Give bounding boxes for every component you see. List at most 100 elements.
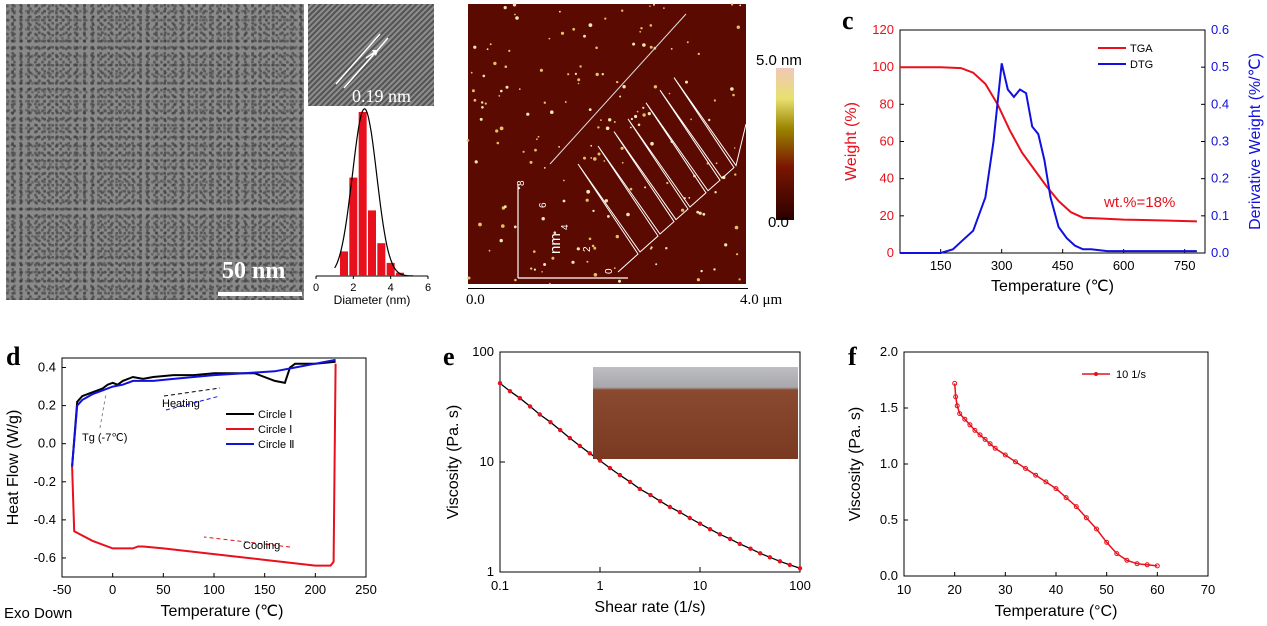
chart-d-series	[71, 363, 337, 567]
afm-particle	[688, 197, 691, 199]
afm-particle	[572, 27, 576, 31]
panel-label-f: f	[848, 342, 857, 371]
chart-f-point	[1073, 504, 1079, 510]
afm-particle	[714, 191, 717, 194]
histogram-xlabel: Diameter (nm)	[334, 293, 411, 307]
afm-particle	[739, 4, 742, 7]
chart-f-frame	[903, 351, 1209, 577]
chart-e-point	[617, 472, 623, 478]
afm-particle	[700, 269, 703, 273]
scale-bar	[218, 292, 302, 296]
afm-particle	[553, 231, 557, 234]
afm-xaxis	[468, 288, 748, 289]
afm-particle	[690, 118, 692, 121]
chart-c-xtick-label: 450	[1052, 258, 1074, 273]
afm-particle	[577, 82, 580, 85]
chart-c-annotation: wt.%=18%	[1103, 194, 1175, 211]
chart-e-point	[507, 389, 513, 394]
afm-particle	[560, 31, 565, 35]
afm-particle	[588, 108, 592, 111]
lattice-spacing-label: 0.19 nm	[352, 86, 412, 106]
afm-particle	[600, 119, 602, 121]
chart-f-point	[1094, 526, 1099, 532]
chart-d-ytick-label: -0.6	[34, 550, 56, 565]
afm-particle	[621, 161, 624, 164]
chart-e-point	[667, 504, 673, 510]
afm-particle	[549, 282, 551, 285]
chart-c-ytick-label: 80	[880, 96, 894, 111]
chart-e-point	[727, 536, 733, 542]
chart-e-point	[597, 458, 603, 463]
chart-c-ytick2-label: 0.1	[1211, 208, 1229, 223]
chart-f-point	[1134, 561, 1140, 567]
afm-colorbar	[776, 68, 794, 220]
afm-particle	[593, 246, 597, 250]
chart-f-point	[1114, 551, 1120, 557]
histogram-bar	[340, 251, 348, 276]
chart-d-exo-label: Exo Down	[4, 605, 72, 622]
chart-d-xtick-label: 200	[304, 582, 326, 597]
afm-particle	[536, 138, 538, 141]
chart-e-ytick-label: 100	[472, 344, 494, 359]
chart-e-ytick-label: 10	[480, 454, 494, 469]
afm-particle	[653, 85, 658, 89]
afm-particle	[515, 16, 519, 20]
afm-particle	[593, 157, 597, 161]
chart-d-xtick-label: 250	[355, 582, 377, 597]
viscosity-temperature-chart: 10 20 30 40 50 60 70 0.0 0.5 1.0 1.5 2.0 Temperature…	[847, 344, 1215, 620]
chart-e-ytick-label: 1	[487, 564, 494, 579]
afm-particle	[605, 126, 610, 131]
afm-particle	[724, 243, 728, 247]
chart-c-ytick-label: 0	[887, 245, 894, 260]
afm-particle	[574, 72, 577, 75]
chart-f-point	[967, 422, 973, 428]
chart-e-point	[527, 404, 533, 409]
afm-particle	[639, 30, 642, 33]
chart-e-point	[767, 555, 773, 560]
chart-f-xtick-label: 30	[998, 582, 1012, 597]
chart-c-ytick2-label: 0.3	[1211, 134, 1229, 149]
afm-particle	[697, 52, 700, 56]
afm-particle	[541, 271, 543, 273]
chart-d-series	[71, 358, 336, 467]
chart-d-cooling-arrow	[203, 536, 291, 548]
chart-d-series	[71, 360, 336, 467]
afm-particle	[629, 126, 632, 129]
chart-c-series-tga	[900, 66, 1197, 223]
afm-particle	[731, 3, 734, 6]
histogram-bar	[349, 177, 358, 276]
hrtem-inset	[308, 4, 434, 106]
afm-particle	[548, 37, 551, 40]
histogram-tick-label: 4	[388, 282, 394, 294]
chart-f-xtick-label: 50	[1099, 582, 1113, 597]
panel-label-d: d	[6, 342, 21, 371]
chart-e-point	[797, 566, 803, 571]
afm-particle	[533, 250, 536, 253]
afm-particle	[698, 211, 702, 215]
chart-e-point	[558, 427, 563, 433]
afm-particle	[585, 198, 589, 202]
afm-particle	[613, 267, 616, 269]
chart-f-point	[1154, 563, 1160, 569]
chart-f-point	[992, 445, 998, 451]
afm-particle	[668, 92, 671, 95]
afm-particle	[493, 61, 497, 66]
afm-particle	[713, 268, 716, 271]
chart-e-point	[697, 521, 703, 526]
chart-d-frame	[61, 357, 367, 578]
afm-particle	[470, 71, 473, 74]
chart-e-xlabel: Shear rate (1/s)	[594, 599, 705, 616]
afm-particle	[632, 42, 636, 46]
afm-profile-tick: 4	[560, 224, 571, 230]
afm-particle	[467, 276, 471, 280]
histogram-bar	[386, 262, 395, 276]
afm-profile-tick: 0	[604, 268, 615, 274]
afm-particle	[514, 13, 516, 16]
rheometer-photo	[593, 367, 798, 459]
afm-particle	[595, 72, 599, 77]
afm-particle	[618, 279, 621, 283]
afm-particle	[597, 126, 600, 129]
chart-f-point	[952, 380, 958, 386]
chart-f-point	[1104, 539, 1110, 545]
afm-particle	[681, 208, 685, 212]
